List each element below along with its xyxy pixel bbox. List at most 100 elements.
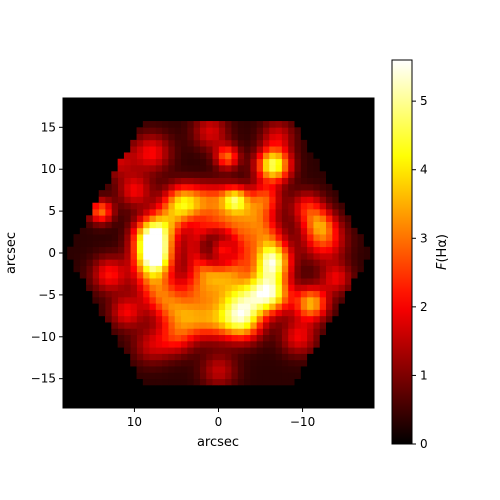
flux-pixel <box>123 315 131 323</box>
flux-pixel <box>313 271 320 279</box>
flux-pixel <box>123 190 131 197</box>
flux-pixel <box>79 234 87 241</box>
flux-pixel <box>193 328 200 336</box>
flux-pixel <box>174 366 182 373</box>
flux-pixel <box>237 309 245 317</box>
flux-pixel <box>231 366 238 373</box>
flux-pixel <box>287 133 295 141</box>
flux-pixel <box>231 121 238 128</box>
flux-pixel <box>111 259 118 266</box>
flux-pixel <box>111 315 118 323</box>
flux-pixel <box>98 234 106 241</box>
flux-pixel <box>243 190 251 197</box>
flux-pixel <box>250 340 257 348</box>
flux-pixel <box>199 234 207 241</box>
flux-pixel <box>212 290 219 298</box>
flux-pixel <box>344 265 352 273</box>
flux-pixel <box>281 328 289 336</box>
flux-pixel <box>174 202 182 210</box>
flux-pixel <box>105 315 112 323</box>
flux-pixel <box>142 227 150 235</box>
flux-pixel <box>212 315 219 323</box>
flux-pixel <box>168 165 175 172</box>
flux-pixel <box>105 234 112 241</box>
flux-pixel <box>168 284 175 292</box>
flux-pixel <box>231 372 238 380</box>
flux-pixel <box>212 322 219 329</box>
flux-pixel <box>231 334 238 342</box>
flux-pixel <box>262 183 270 191</box>
flux-pixel <box>250 215 257 222</box>
flux-pixel <box>224 221 232 229</box>
flux-pixel <box>262 278 270 285</box>
flux-pixel <box>237 303 245 310</box>
flux-pixel <box>105 271 112 279</box>
flux-pixel <box>168 183 175 191</box>
flux-pixel <box>98 227 106 235</box>
flux-pixel <box>287 246 295 254</box>
flux-pixel <box>294 322 301 329</box>
flux-pixel <box>136 190 144 197</box>
flux-pixel <box>237 146 245 153</box>
flux-pixel <box>117 284 125 292</box>
flux-pixel <box>142 334 150 342</box>
flux-pixel <box>275 334 282 342</box>
colorbar-label-prefix: F <box>435 262 450 270</box>
flux-pixel <box>92 221 100 229</box>
flux-pixel <box>275 165 282 172</box>
flux-pixel <box>155 190 163 197</box>
flux-pixel <box>256 259 263 266</box>
flux-pixel <box>174 309 182 317</box>
flux-pixel <box>212 152 219 160</box>
flux-pixel <box>218 183 226 191</box>
flux-pixel <box>300 146 308 153</box>
flux-pixel <box>287 322 295 329</box>
flux-pixel <box>275 296 282 304</box>
flux-pixel <box>174 121 182 128</box>
flux-pixel <box>306 322 314 329</box>
flux-pixel <box>275 196 282 204</box>
flux-pixel <box>79 253 87 260</box>
flux-pixel <box>294 278 301 285</box>
flux-pixel <box>287 127 295 134</box>
flux-pixel <box>237 227 245 235</box>
flux-pixel <box>205 190 213 197</box>
flux-pixel <box>319 271 327 279</box>
flux-pixel <box>237 158 245 166</box>
flux-pixel <box>268 183 276 191</box>
flux-pixel <box>130 158 137 166</box>
flux-pixel <box>205 253 213 260</box>
flux-pixel <box>237 372 245 380</box>
flux-pixel <box>155 202 163 210</box>
flux-pixel <box>174 246 182 254</box>
flux-pixel <box>130 139 137 147</box>
flux-pixel <box>168 152 175 160</box>
flux-pixel <box>331 227 339 235</box>
flux-pixel <box>193 259 200 266</box>
flux-pixel <box>155 227 163 235</box>
flux-pixel <box>268 353 276 361</box>
flux-pixel <box>218 171 226 178</box>
flux-pixel <box>268 309 276 317</box>
flux-pixel <box>155 215 163 222</box>
flux-pixel <box>212 372 219 380</box>
flux-pixel <box>98 246 106 254</box>
flux-pixel <box>224 158 232 166</box>
flux-pixel <box>275 265 282 273</box>
flux-pixel <box>224 209 232 216</box>
flux-pixel <box>256 240 263 248</box>
flux-pixel <box>281 340 289 348</box>
flux-pixel <box>136 359 144 367</box>
flux-pixel <box>111 296 118 304</box>
flux-pixel <box>350 271 358 279</box>
flux-pixel <box>142 165 150 172</box>
flux-pixel <box>174 315 182 323</box>
flux-pixel <box>325 259 333 266</box>
flux-pixel <box>300 328 308 336</box>
flux-pixel <box>180 278 188 285</box>
flux-pixel <box>193 359 200 367</box>
flux-pixel <box>79 271 87 279</box>
flux-pixel <box>287 265 295 273</box>
flux-pixel <box>256 221 263 229</box>
colorbar-tick-label: 4 <box>420 163 428 177</box>
